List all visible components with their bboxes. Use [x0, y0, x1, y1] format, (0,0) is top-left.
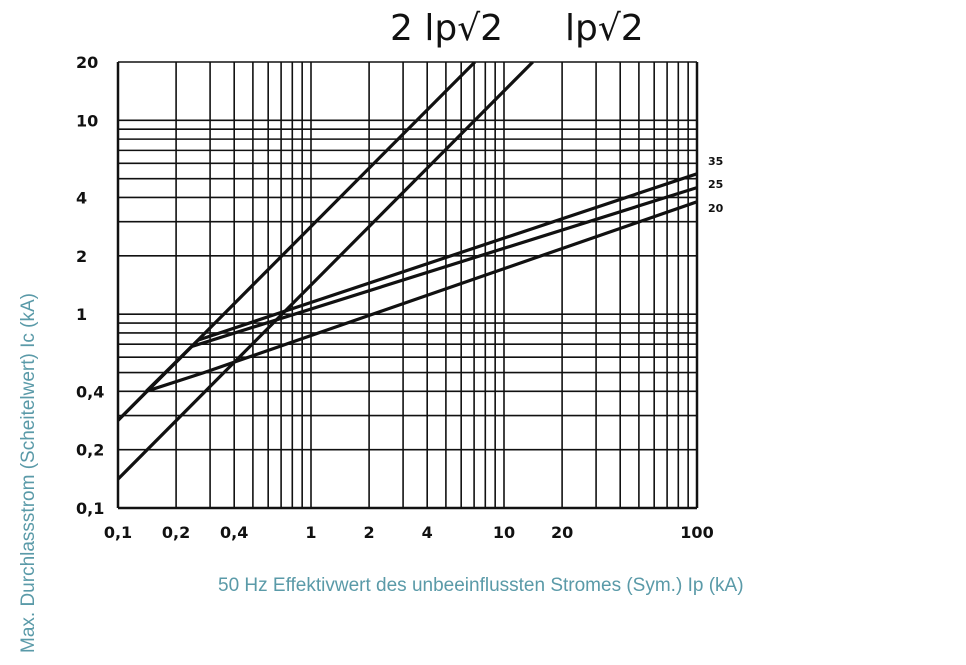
line-label: 35: [708, 155, 723, 168]
x-axis-label: 50 Hz Effektivwert des unbeeinflussten S…: [218, 575, 744, 596]
line-label: 25: [708, 178, 723, 191]
series-line: [118, 62, 534, 481]
x-tick-label: 20: [551, 523, 573, 542]
chart-title-2lp-sqrt2: 2 lp√2: [390, 8, 504, 49]
x-tick-label: 0,1: [104, 523, 132, 542]
series-layer: [118, 62, 697, 481]
tick-label-layer: 0,1 0,2 0,4 1 2 4 10 20 100 0,1 0,2 0,4 1 2 4 10 20: [76, 53, 714, 542]
x-tick-label: 1: [305, 523, 316, 542]
y-tick-label: 1: [76, 305, 87, 324]
x-tick-label: 4: [422, 523, 433, 542]
series-line: [145, 200, 697, 393]
y-axis-label: Max. Durchlassstrom (Scheitelwert) Ic (k…: [18, 292, 39, 653]
series-line: [118, 172, 697, 422]
y-tick-label: 0,2: [76, 441, 104, 460]
y-tick-label: 4: [76, 188, 87, 207]
x-tick-label: 2: [364, 523, 375, 542]
chart-title-lp-sqrt2: lp√2: [565, 8, 644, 49]
y-tick-label: 0,4: [76, 382, 104, 401]
x-tick-label: 0,4: [220, 523, 248, 542]
line-label-layer: 35 25 20: [708, 155, 724, 215]
y-axis-label-wrap: Max. Durchlassstrom (Scheitelwert) Ic (k…: [18, 145, 39, 665]
y-tick-label: 0,1: [76, 499, 104, 518]
series-line: [145, 186, 697, 393]
x-tick-label: 10: [493, 523, 515, 542]
y-tick-label: 2: [76, 247, 87, 266]
x-tick-label: 100: [680, 523, 713, 542]
x-tick-label: 0,2: [162, 523, 190, 542]
y-tick-label: 10: [76, 111, 98, 130]
line-label: 20: [708, 202, 724, 215]
y-tick-label: 20: [76, 53, 98, 72]
